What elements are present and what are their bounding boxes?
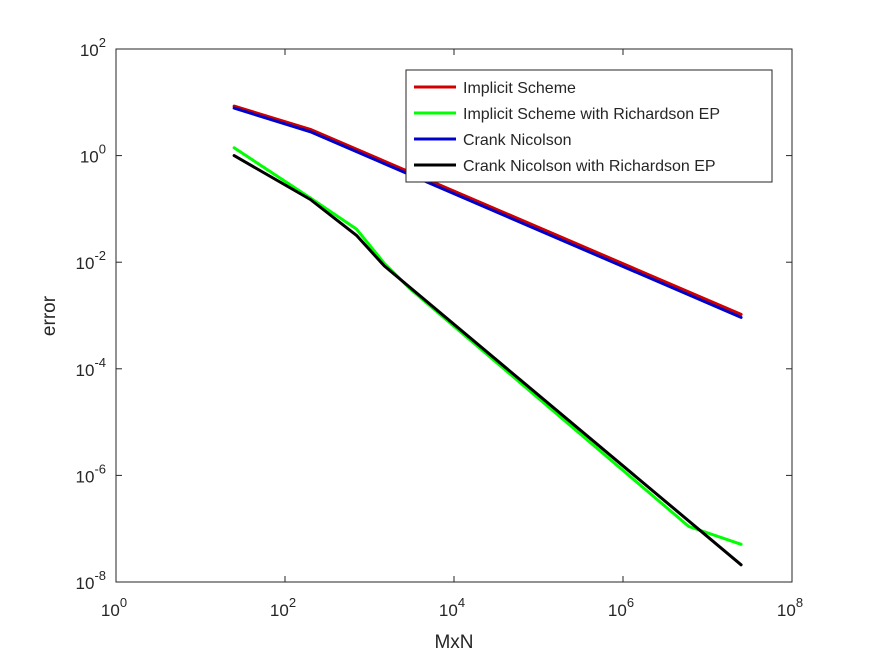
x-tick-base: 10: [270, 601, 289, 620]
x-tick-label: 108: [777, 595, 803, 620]
y-tick-label: 100: [80, 142, 106, 167]
series-line-1: [232, 104, 743, 316]
x-tick-base: 10: [608, 601, 627, 620]
y-tick-exponent: -8: [94, 568, 106, 583]
series-line-3: [232, 106, 743, 319]
legend-box: [405, 69, 773, 183]
y-tick-base: 10: [80, 148, 99, 167]
x-axis-label: MxN: [434, 632, 473, 653]
y-tick-base: 10: [76, 361, 95, 380]
legend-label-4: Crank Nicolson with Richardson EP: [463, 158, 716, 175]
y-tick-exponent: 2: [99, 35, 106, 50]
x-tick-label: 100: [101, 595, 127, 620]
y-axis-label: error: [39, 295, 60, 336]
series-line-4: [232, 154, 743, 567]
y-tick-exponent: -2: [94, 248, 106, 263]
y-tick-label: 10-2: [76, 248, 106, 273]
x-tick-exponent: 2: [289, 595, 296, 610]
x-tick-base: 10: [101, 601, 120, 620]
y-tick-exponent: -6: [94, 461, 106, 476]
x-tick-label: 102: [270, 595, 296, 620]
legend: Implicit Scheme Implicit Scheme with Rich…: [405, 69, 773, 183]
x-tick-exponent: 6: [627, 595, 634, 610]
x-tick-base: 10: [439, 601, 458, 620]
y-tick-base: 10: [76, 254, 95, 273]
series-layer: [232, 104, 743, 567]
y-tick-label: 102: [80, 35, 106, 60]
x-tick-base: 10: [777, 601, 796, 620]
legend-label-2: Implicit Scheme with Richardson EP: [463, 106, 720, 123]
y-tick-label: 10-6: [76, 461, 106, 486]
y-tick-exponent: 0: [99, 142, 106, 157]
y-tick-base: 10: [76, 574, 95, 593]
x-tick-label: 104: [439, 595, 465, 620]
x-tick-exponent: 0: [120, 595, 127, 610]
y-tick-exponent: -4: [94, 355, 106, 370]
y-tick-label: 10-8: [76, 568, 106, 593]
legend-label-3: Crank Nicolson: [463, 132, 571, 149]
y-tick-base: 10: [76, 467, 95, 486]
x-tick-exponent: 8: [796, 595, 803, 610]
y-tick-label: 10-4: [76, 355, 106, 380]
x-tick-exponent: 4: [458, 595, 465, 610]
x-tick-label: 106: [608, 595, 634, 620]
y-tick-base: 10: [80, 41, 99, 60]
legend-label-1: Implicit Scheme: [463, 80, 576, 97]
